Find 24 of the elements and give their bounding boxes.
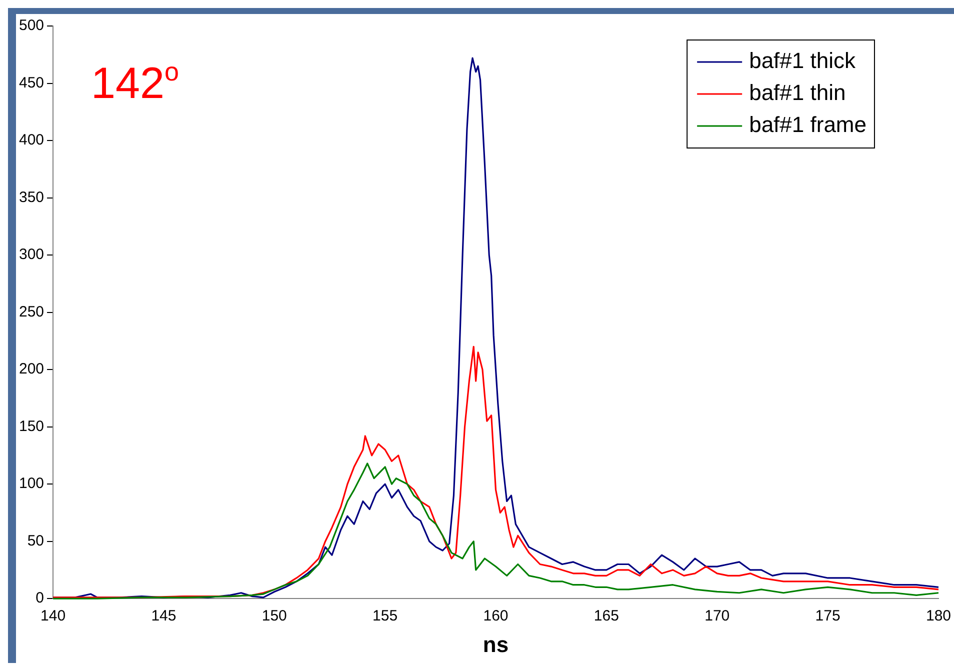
y-tick-label: 250	[18, 303, 44, 320]
y-tick-label: 150	[18, 418, 44, 435]
x-tick-label: 160	[483, 608, 508, 625]
y-tick-label: 400	[18, 132, 44, 149]
y-tick-label: 100	[18, 475, 44, 492]
x-tick-label: 140	[40, 608, 66, 625]
y-tick-label: 50	[27, 532, 44, 550]
y-tick-label: 500	[18, 17, 44, 34]
legend-label: baf#1 thin	[749, 80, 846, 106]
y-tick-label: 200	[18, 360, 44, 378]
x-tick-label: 150	[262, 608, 287, 625]
x-tick-label: 165	[594, 608, 619, 625]
y-tick-label: 0	[36, 590, 44, 607]
y-tick-label: 350	[18, 188, 44, 206]
x-tick-label: 170	[704, 608, 730, 625]
legend-label: baf#1 thick	[749, 48, 856, 74]
x-tick-label: 175	[815, 608, 840, 625]
x-tick-label: 180	[926, 608, 951, 625]
x-tick-label: 155	[372, 608, 398, 625]
x-tick-label: 145	[151, 608, 176, 625]
y-tick-label: 450	[18, 74, 44, 92]
x-axis-title: ns	[482, 632, 509, 657]
y-tick-label: 300	[18, 246, 44, 264]
legend-label: baf#1 frame	[749, 112, 866, 138]
